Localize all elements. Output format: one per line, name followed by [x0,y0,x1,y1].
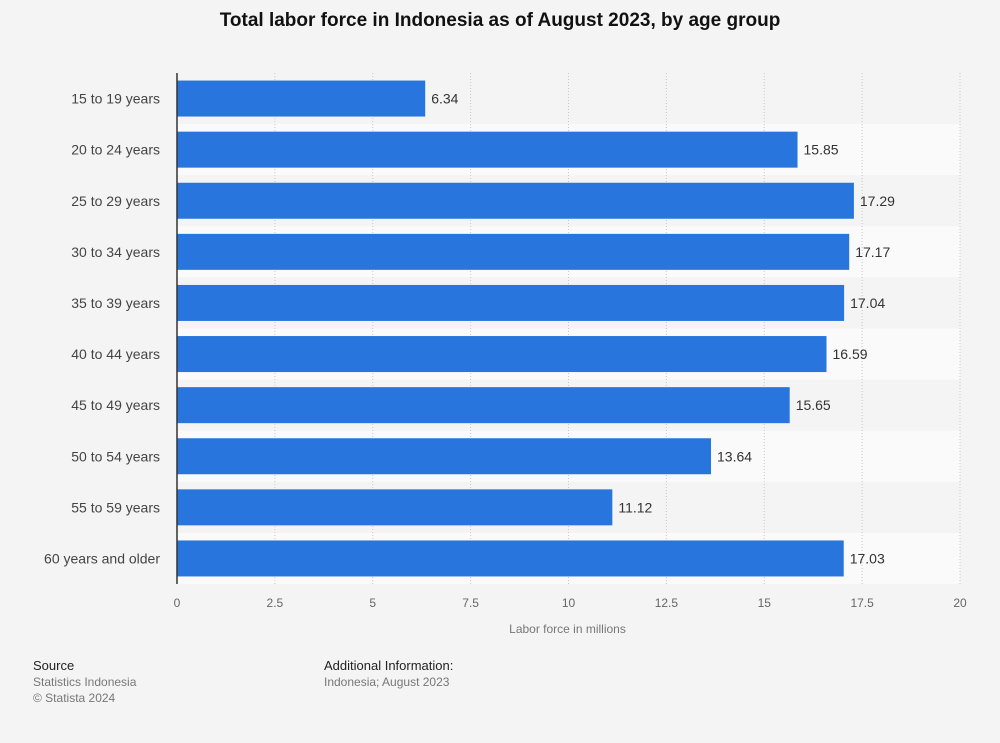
bar [177,387,790,424]
category-label: 50 to 54 years [71,448,160,464]
x-tick-label: 2.5 [267,596,284,610]
value-label: 6.34 [431,91,458,107]
category-label: 45 to 49 years [71,397,160,413]
x-tick-label: 5 [369,596,376,610]
category-label: 15 to 19 years [71,91,160,107]
value-label: 17.04 [850,295,885,311]
bar [177,284,845,321]
source-block: Source Statistics Indonesia © Statista 2… [33,658,136,706]
info-heading[interactable]: Additional Information: [324,658,454,673]
x-tick-label: 17.5 [850,596,874,610]
category-label: 30 to 34 years [71,244,160,260]
additional-info-block: Additional Information: Indonesia; Augus… [324,658,453,690]
bar-chart: 0 2.5 5 7.5 10 12.5 15 17.5 20 6.34 15 to 19 years… [44,73,967,636]
category-label: 60 years and older [44,550,160,566]
chart-title: Total labor force in Indonesia as of Aug… [219,10,781,31]
x-tick-label: 7.5 [462,596,479,610]
category-label: 40 to 44 years [71,346,160,362]
source-heading: Source [33,658,75,673]
bar [177,233,850,270]
category-label: 20 to 24 years [71,142,160,158]
bar [177,131,798,168]
x-tick-label: 10 [562,596,576,610]
bar [177,336,827,373]
value-label: 15.85 [804,142,839,158]
category-label: 35 to 39 years [71,295,160,311]
category-label: 25 to 29 years [71,193,160,209]
source-name[interactable]: Statistics Indonesia [33,675,137,689]
x-tick-label: 0 [174,596,181,610]
value-label: 11.12 [618,499,652,515]
category-label: 55 to 59 years [71,499,160,515]
bar [177,438,712,475]
copyright[interactable]: © Statista 2024 [33,691,116,705]
x-tick-label: 12.5 [655,596,679,610]
value-label: 17.03 [850,550,885,566]
value-label: 13.64 [717,448,752,464]
bar [177,540,844,577]
info-text: Indonesia; August 2023 [324,675,450,689]
value-label: 17.29 [860,193,895,209]
x-tick-label: 20 [953,596,967,610]
bar [177,489,613,526]
value-label: 16.59 [832,346,867,362]
bar [177,182,854,219]
value-label: 15.65 [796,397,831,413]
bar [177,80,426,117]
x-axis-title: Labor force in millions [509,622,626,636]
x-tick-label: 15 [758,596,772,610]
value-label: 17.17 [855,244,890,260]
